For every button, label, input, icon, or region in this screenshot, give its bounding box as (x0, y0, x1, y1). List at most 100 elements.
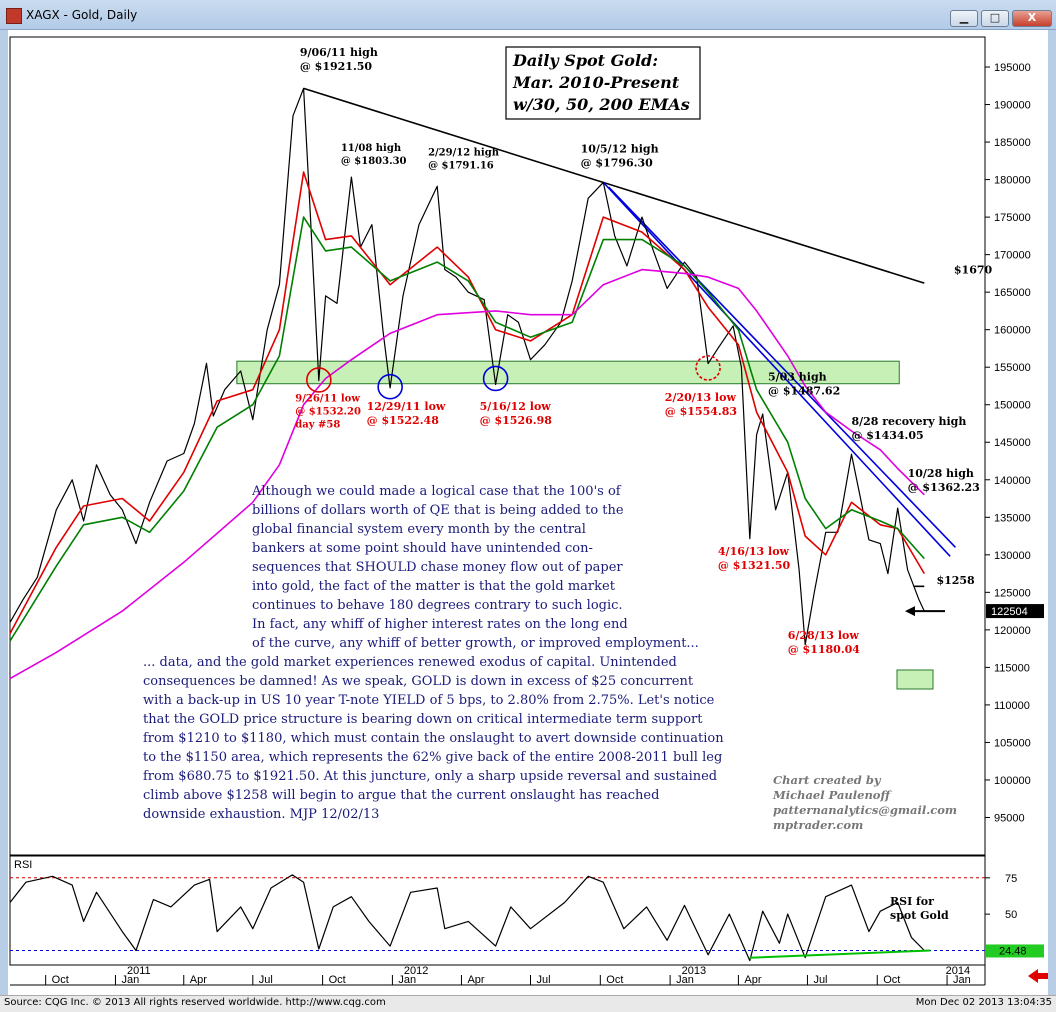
rsi-last-value: 24.48 (999, 945, 1027, 957)
annotation-label: @ $1532.20 (295, 407, 361, 418)
support-zone-legend-swatch (896, 669, 934, 690)
rsi-last-badge (986, 944, 1044, 958)
commentary-line: into gold, the fact of the matter is tha… (252, 579, 616, 594)
x-month-label: Jan (676, 974, 694, 986)
rsi-line (9, 874, 925, 962)
x-year-label: 2013 (682, 965, 706, 977)
circle-2012-05-16 (482, 365, 509, 392)
circle-2011-12-29 (377, 373, 403, 400)
x-month-label: Apr (467, 974, 484, 986)
annotation-label: 5/03 high (768, 371, 827, 384)
y-tick-label: 195000 (994, 62, 1031, 74)
x-month-label: Apr (190, 974, 207, 986)
x-month-label: Jul (537, 974, 551, 986)
y-tick-label: 100000 (994, 775, 1031, 787)
rsi-tick-label: 50 (1005, 909, 1017, 921)
commentary-line: bankers at some point should have uninte… (252, 541, 593, 556)
annotation-label: @ $1796.30 (581, 157, 654, 170)
annotation-label: 4/16/13 low (718, 545, 790, 558)
x-month-label: Oct (52, 974, 69, 986)
trendline-channel-lower (608, 186, 956, 548)
commentary-line: downside exhaustion. MJP 12/02/13 (143, 807, 379, 822)
last-price-badge (986, 604, 1044, 619)
annotation-label: day #58 (295, 420, 340, 431)
minimize-button[interactable]: ▁ (950, 10, 978, 27)
y-tick-label: 120000 (994, 625, 1031, 637)
circle-2013-02-20 (695, 355, 721, 381)
commentary-line: with a back-up in US 10 year T-note YIEL… (143, 693, 715, 708)
x-year-label: 2014 (946, 965, 970, 977)
price-plot-area (9, 36, 986, 856)
commentary-line: from $680.75 to $1921.50. At this junctu… (143, 769, 717, 784)
annotation-label: 6/28/13 low (788, 629, 860, 642)
y-tick-label: 160000 (994, 325, 1031, 337)
scroll-left-arrow-icon (1028, 969, 1048, 983)
commentary-line: climb above $1258 will begin to argue th… (143, 788, 659, 803)
last-price-label: 122504 (991, 606, 1028, 618)
rsi-divergence-line (749, 949, 931, 959)
annotation-label: 2/29/12 high (428, 148, 500, 159)
commentary-line: global financial system every month by t… (252, 522, 586, 537)
credit-line: patternanalytics@gmail.com (773, 803, 957, 817)
last-price-arrow-head (905, 606, 915, 617)
y-tick-label: 135000 (994, 512, 1031, 524)
annotation-label: @ $1791.16 (428, 161, 494, 172)
annotation-label: 9/26/11 low (295, 394, 360, 405)
source-credit: Source: CQG Inc. © 2013 All rights reser… (4, 997, 386, 1008)
y-tick-label: 145000 (994, 437, 1031, 449)
commentary-line: In fact, any whiff of higher interest ra… (252, 617, 628, 632)
y-tick-label: 170000 (994, 250, 1031, 262)
credit-line: Michael Paulenoff (772, 788, 892, 802)
status-timestamp: Mon Dec 02 2013 13:04:35 (915, 997, 1052, 1008)
chart-title-line: Daily Spot Gold: (512, 51, 658, 70)
window-title: XAGX - Gold, Daily (26, 8, 138, 22)
status-bar: Source: CQG Inc. © 2013 All rights reser… (0, 995, 1056, 1012)
y-tick-label: 110000 (994, 700, 1030, 712)
close-button[interactable]: X (1012, 10, 1052, 27)
x-month-label: Jan (121, 974, 139, 986)
annotation-label: @ $1362.23 (908, 481, 980, 494)
annotation-label: 10/5/12 high (581, 143, 659, 156)
x-month-label: Oct (606, 974, 623, 986)
annotation-label: $1670 (954, 263, 993, 276)
maximize-button[interactable]: □ (981, 10, 1009, 27)
x-month-label: Oct (883, 974, 900, 986)
y-tick-label: 185000 (994, 137, 1031, 149)
commentary-line: consequences be damned! As we speak, GOL… (143, 674, 694, 689)
commentary-line: continues to behave 180 degrees contrary… (252, 598, 623, 613)
x-month-label: Oct (329, 974, 346, 986)
y-tick-label: 175000 (994, 212, 1031, 224)
y-tick-label: 140000 (994, 475, 1031, 487)
annotation-label: 8/28 recovery high (851, 415, 966, 428)
series-line-200-ema (9, 268, 925, 680)
credit-line: Chart created by (773, 773, 882, 787)
annotation-label: 5/16/12 low (480, 400, 552, 413)
y-tick-label: 190000 (994, 100, 1031, 112)
x-year-label: 2012 (404, 965, 428, 977)
series-line-50-ema (9, 216, 925, 642)
trendline-channel-upper (602, 181, 951, 557)
circle-2011-09-26 (306, 367, 332, 393)
x-month-label: Apr (744, 974, 761, 986)
annotation-label: @ $1526.98 (480, 414, 553, 427)
x-year-label: 2011 (127, 965, 151, 977)
chart-title-box (505, 46, 701, 120)
annotation-label: @ $1487.62 (768, 385, 840, 398)
rsi-note: RSI for (890, 895, 934, 908)
rsi-note: spot Gold (890, 909, 949, 922)
x-month-label: Jan (398, 974, 416, 986)
commentary-line: billions of dollars worth of QE that is … (252, 503, 624, 518)
y-tick-label: 155000 (994, 362, 1031, 374)
commentary-line: from $1210 to $1180, which must contain … (143, 731, 724, 746)
y-tick-label: 125000 (994, 587, 1031, 599)
trendline-resistance (303, 87, 925, 284)
y-tick-label: 95000 (994, 812, 1025, 824)
annotation-label: @ $1554.83 (665, 405, 737, 418)
annotation-label: 2/20/13 low (665, 391, 737, 404)
rsi-tick-label: 75 (1005, 873, 1017, 885)
commentary-line: of the curve, any whiff of better growth… (252, 636, 699, 651)
commentary-line: sequences that SHOULD chase money flow o… (252, 560, 623, 575)
annotation-label: 9/06/11 high (300, 46, 378, 59)
commentary-line: that the GOLD price structure is bearing… (143, 712, 703, 727)
annotation-label: 10/28 high (908, 467, 974, 480)
